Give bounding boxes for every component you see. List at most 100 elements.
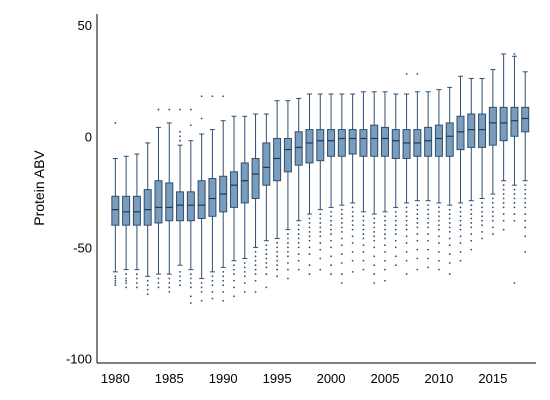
outlier-point <box>254 279 257 282</box>
box-body <box>305 129 314 164</box>
outlier-point <box>211 275 214 278</box>
outlier-point <box>513 219 516 222</box>
outlier-point <box>416 257 419 260</box>
outlier-point <box>287 250 289 253</box>
outlier-point <box>481 206 483 209</box>
outlier-point <box>351 219 354 222</box>
outlier-point <box>330 273 332 275</box>
box-1983 <box>143 142 152 295</box>
outlier-point <box>384 215 386 218</box>
outlier-point <box>502 206 505 209</box>
box-body <box>154 180 163 224</box>
box-2009 <box>424 91 433 269</box>
box-2010 <box>434 89 443 271</box>
outlier-point <box>157 108 160 111</box>
outlier-point <box>308 246 311 249</box>
outlier-point <box>254 250 257 253</box>
box-2017 <box>510 53 519 284</box>
outlier-point <box>330 219 332 222</box>
outlier-point <box>448 230 451 233</box>
box-body <box>478 113 487 148</box>
x-tick-label: 1990 <box>209 371 238 386</box>
outlier-point <box>276 264 279 267</box>
outlier-point <box>308 264 311 267</box>
outlier-point <box>340 262 343 264</box>
outlier-point <box>448 237 451 240</box>
x-tick-label: 2005 <box>371 371 400 386</box>
outlier-point <box>373 217 376 220</box>
outlier-point <box>276 255 279 258</box>
outlier-point <box>416 226 419 229</box>
box-1991 <box>229 115 238 298</box>
outlier-point <box>362 233 365 235</box>
box-2007 <box>402 73 411 275</box>
outlier-point <box>243 290 246 293</box>
outlier-point <box>125 273 128 275</box>
outlier-point <box>308 217 311 220</box>
outlier-point <box>287 262 289 264</box>
outlier-point <box>297 224 300 227</box>
outlier-point <box>438 242 440 244</box>
outlier-point <box>362 224 365 227</box>
outlier-point <box>319 217 322 220</box>
box-2006 <box>391 93 400 267</box>
outlier-point <box>384 228 386 231</box>
outlier-point <box>427 257 430 260</box>
outlier-point <box>265 253 268 255</box>
x-tick-label: 1980 <box>101 371 130 386</box>
outlier-point <box>351 250 354 253</box>
outlier-point <box>384 279 386 282</box>
outlier-point <box>233 286 235 289</box>
outlier-point <box>438 224 440 227</box>
outlier-point <box>524 184 527 187</box>
outlier-point <box>297 237 300 240</box>
outlier-point <box>276 268 279 271</box>
outlier-point <box>189 273 192 275</box>
outlier-point <box>362 237 365 240</box>
y-tick-label: 0 <box>85 129 92 144</box>
box-1988 <box>197 95 206 302</box>
outlier-point <box>222 95 225 98</box>
outlier-point <box>448 273 451 275</box>
box-1994 <box>262 113 271 289</box>
box-1981 <box>122 155 131 289</box>
outlier-point <box>427 248 430 251</box>
outlier-point <box>524 206 527 209</box>
outlier-point <box>427 204 430 207</box>
outlier-point <box>448 244 451 247</box>
outlier-point <box>448 222 451 224</box>
outlier-point <box>373 230 376 233</box>
box-1982 <box>132 153 141 289</box>
outlier-point <box>384 250 386 253</box>
outlier-point <box>125 282 128 284</box>
outlier-point <box>351 242 354 244</box>
outlier-point <box>427 266 430 269</box>
axes-frame <box>96 14 536 364</box>
outlier-point <box>265 266 268 269</box>
outlier-point <box>243 266 246 269</box>
outlier-point <box>319 248 322 251</box>
outlier-point <box>502 219 505 222</box>
box-body <box>348 129 357 155</box>
box-body <box>273 137 282 182</box>
outlier-point <box>125 286 128 289</box>
outlier-point <box>276 275 279 278</box>
outlier-point <box>416 73 419 75</box>
outlier-point <box>459 259 462 262</box>
outlier-point <box>265 262 268 264</box>
outlier-point <box>438 259 440 262</box>
outlier-point <box>189 302 192 304</box>
outlier-point <box>308 230 311 233</box>
outlier-point <box>146 293 149 295</box>
outlier-point <box>427 208 430 211</box>
box-1980 <box>111 122 120 287</box>
outlier-point <box>513 202 516 204</box>
outlier-point <box>373 273 376 275</box>
box-2012 <box>456 75 465 262</box>
outlier-point <box>287 268 289 271</box>
outlier-point <box>351 235 354 238</box>
outlier-point <box>351 270 354 273</box>
outlier-point <box>481 237 483 240</box>
x-tick-labels: 1980 1985 1990 1995 2000 2005 2010 2015 <box>101 371 507 386</box>
outlier-point <box>438 228 440 231</box>
